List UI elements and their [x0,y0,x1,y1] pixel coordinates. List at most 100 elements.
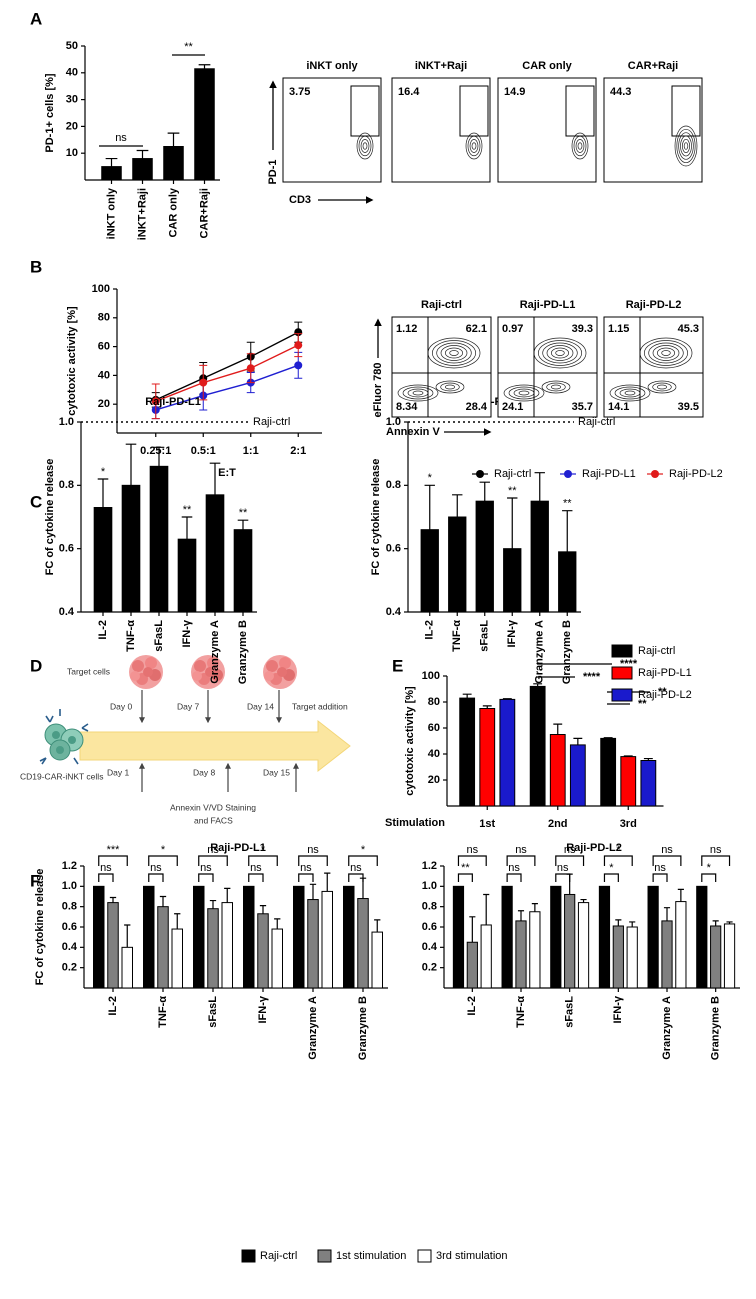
error-bar [615,919,622,926]
bar [257,913,269,989]
quadrant-value: 0.97 [502,323,523,335]
line [155,344,299,402]
x-tick-label: CAR+Raji [198,188,210,238]
flow-plot [497,77,597,183]
contour [356,132,374,160]
error-bar [643,757,653,761]
x-tick-label: Granzyme A [661,996,673,1060]
bar [612,925,624,989]
legend-label: 1st stimulation [336,1250,406,1262]
diagram-label: Day 0 [110,701,132,711]
contour [440,345,468,361]
bar [675,901,687,989]
y-tick-label: 0.2 [62,962,77,974]
bar [177,538,197,613]
bar [626,926,638,989]
error-bar [726,921,733,924]
reference-label: Raji-ctrl [578,416,615,428]
error-bar [209,899,217,909]
contour [571,132,589,160]
y-tick-label: 100 [92,283,110,295]
significance-label: ns [654,862,666,874]
error-bar [153,446,165,467]
significance-label: ns [150,862,162,874]
bar [529,911,541,989]
contour [643,340,689,366]
panel-label: F [30,871,40,890]
error-bar [159,895,167,907]
significance-label: **** [583,671,601,683]
contour [652,382,672,392]
gate-value: 44.3 [610,86,631,98]
y-tick-label: 60 [98,341,110,353]
error-bar [424,484,435,530]
panel-label: D [30,656,42,675]
error-bar [623,755,633,757]
x-tick-label: sFasL [207,996,219,1028]
bar [194,68,215,181]
significance-label: * [101,466,106,478]
legend-swatch [611,644,633,658]
bar [233,529,253,613]
diagram-label: Day 14 [247,701,274,711]
legend-label: 3rd stimulation [436,1250,508,1262]
significance-bracket [506,855,536,866]
diagram-label: Target cells [67,666,110,676]
bar [696,885,708,989]
diagram-label: and FACS [194,815,233,825]
quadrant-value: 39.3 [572,323,593,335]
error-bar [237,519,249,530]
bar [515,920,527,989]
legend-marker [651,470,659,478]
error-bar [452,494,463,517]
contour [674,125,698,167]
x-tick-label: Granzyme B [357,996,369,1060]
bar [640,760,657,807]
legend-swatch [611,688,633,702]
significance-label: ** [638,698,647,710]
bar [452,885,465,989]
legend-label: Raji-ctrl [638,645,675,657]
legend-swatch [241,1249,256,1263]
bar [499,698,516,807]
contour [467,135,481,157]
flow-title: CAR only [522,60,572,72]
y-tick-label: 30 [66,94,78,106]
significance-bracket [457,873,473,882]
error-bar [562,510,573,552]
x-tick-label: IL-2 [107,996,119,1016]
y-tick-label: 1.0 [59,416,74,428]
significance-label: * [616,844,621,856]
legend-label: Raji-ctrl [260,1250,297,1262]
significance-label: ns [115,132,127,144]
bar [600,737,617,807]
significance-bracket [603,873,619,882]
legend-marker [564,470,572,478]
inkt-cell-icon [39,709,89,765]
x-tick-label: Granzyme A [307,996,319,1060]
quadrant-value: 8.34 [396,401,418,413]
target-cell-icon [263,655,297,689]
significance-label: ns [250,862,262,874]
bar [647,885,659,989]
bar [569,744,586,807]
error-bar [469,916,476,943]
contour [577,142,583,150]
quadrant-value: 14.1 [608,401,629,413]
target-cell-icon [129,655,163,689]
y-tick-label: 0.8 [386,479,401,491]
bar [293,885,305,989]
significance-label: ** [508,485,517,497]
significance-bracket [701,855,731,866]
significance-label: ns [661,844,673,856]
error-bar [629,921,636,927]
x-tick-label: TNF-α [515,996,527,1028]
significance-bracket [652,855,682,866]
significance-label: ns [557,862,569,874]
bar [530,500,549,613]
contour [471,142,477,150]
y-tick-label: 1.0 [62,880,77,892]
contour [676,128,696,164]
significance-label: ns [350,862,362,874]
error-bar [309,883,317,900]
